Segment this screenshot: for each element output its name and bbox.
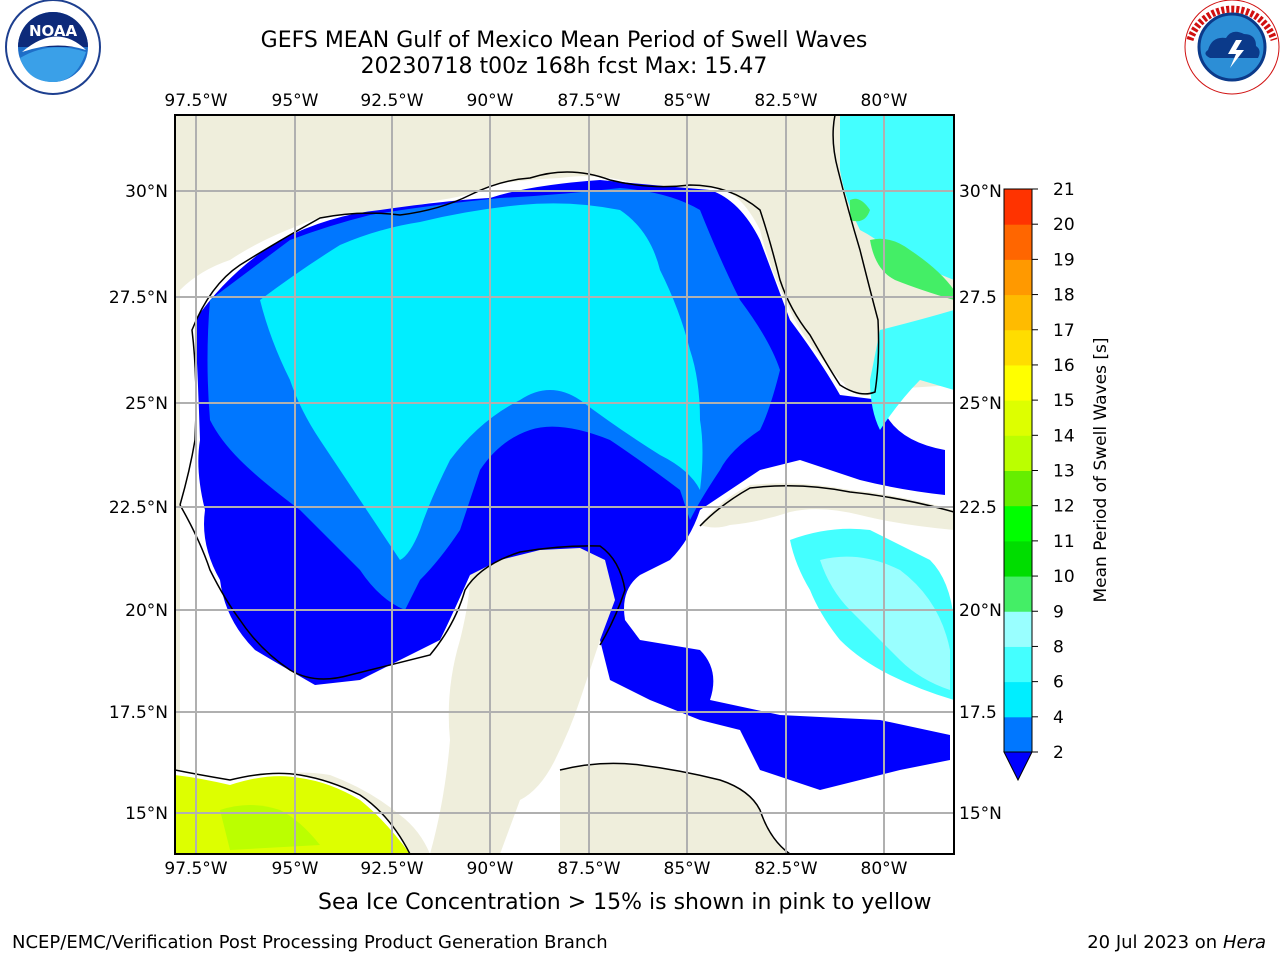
lat-label-right: 30°N	[959, 182, 1002, 202]
latitude-labels-left: 30°N 27.5°N 25°N 22.5°N 20°N 17.5°N 15°N	[109, 182, 168, 824]
lon-label-bottom: 82.5°W	[754, 859, 817, 879]
lon-label-bottom: 87.5°W	[557, 859, 620, 879]
lon-label-top: 82.5°W	[754, 91, 817, 111]
latitude-labels-right: 30°N 27.5 25°N 22.5 20°N 17.5 15°N	[959, 182, 1002, 824]
run-date-text: 20 Jul 2023 on	[1087, 932, 1218, 953]
chart-title: GEFS MEAN Gulf of Mexico Mean Period of …	[260, 28, 868, 53]
colorbar-tick-label: 4	[1053, 708, 1064, 728]
chart-subtitle: 20230718 t00z 168h fcst Max: 15.47	[360, 54, 768, 79]
lon-label-bottom: 80°W	[861, 859, 908, 879]
colorbar-segment	[1004, 681, 1032, 718]
colorbar-tick-label: 6	[1053, 673, 1064, 693]
colorbar-tick-label: 20	[1053, 215, 1075, 235]
colorbar-tick-label: 9	[1053, 602, 1064, 622]
noaa-logo: NOAA	[5, 0, 101, 95]
longitude-labels-bottom: 97.5°W 95°W 92.5°W 90°W 87.5°W 85°W 82.5…	[164, 859, 907, 879]
lat-label-left: 25°N	[125, 394, 168, 414]
lon-label-top: 92.5°W	[360, 91, 423, 111]
lon-label-top: 85°W	[664, 91, 711, 111]
colorbar-segment	[1004, 435, 1032, 471]
lon-label-bottom: 85°W	[664, 859, 711, 879]
map-plot-area	[175, 115, 954, 854]
lon-label-top: 80°W	[861, 91, 908, 111]
sea-ice-note: Sea Ice Concentration > 15% is shown in …	[318, 890, 932, 915]
lat-label-left: 27.5°N	[109, 288, 168, 308]
nws-logo	[1184, 0, 1280, 95]
colorbar: 2 4 6 8 9 10 11 12 13 14 15 16 17 18 19 20 21	[1003, 180, 1075, 782]
map-frame	[174, 114, 955, 855]
lon-label-top: 87.5°W	[557, 91, 620, 111]
lat-label-right: 27.5	[959, 288, 997, 308]
svg-text:NOAA: NOAA	[29, 22, 78, 40]
lat-label-right: 17.5	[959, 703, 997, 723]
lon-label-top: 97.5°W	[164, 91, 227, 111]
lon-label-bottom: 97.5°W	[164, 859, 227, 879]
colorbar-tick-label: 11	[1053, 532, 1075, 552]
lat-label-right: 25°N	[959, 394, 1002, 414]
colorbar-tick-label: 12	[1053, 497, 1075, 517]
colorbar-tick-label: 15	[1053, 391, 1075, 411]
colorbar-tick-label: 17	[1053, 321, 1075, 341]
colorbar-segment	[1004, 470, 1032, 507]
lat-label-right: 20°N	[959, 601, 1002, 621]
colorbar-segment	[1004, 505, 1032, 542]
lat-label-left: 30°N	[125, 182, 168, 202]
lat-label-right: 15°N	[959, 804, 1002, 824]
colorbar-tick-label: 10	[1053, 567, 1075, 587]
colorbar-tick-label: 18	[1053, 286, 1075, 306]
colorbar-segment	[1004, 611, 1032, 647]
longitude-labels-top: 97.5°W 95°W 92.5°W 90°W 87.5°W 85°W 82.5…	[164, 91, 907, 111]
colorbar-segment	[1004, 716, 1032, 753]
colorbar-tick-label: 13	[1053, 462, 1075, 482]
lon-label-top: 90°W	[467, 91, 514, 111]
colorbar-segment	[1004, 576, 1032, 612]
colorbar-segment	[1004, 224, 1032, 260]
colorbar-tick-label: 8	[1053, 637, 1064, 657]
colorbar-segment	[1004, 646, 1032, 683]
lat-label-right: 22.5	[959, 498, 997, 518]
colorbar-segment	[1004, 540, 1032, 577]
lat-label-left: 17.5°N	[109, 703, 168, 723]
lat-label-left: 15°N	[125, 804, 168, 824]
lon-label-bottom: 95°W	[272, 859, 319, 879]
colorbar-label: Mean Period of Swell Waves [s]	[1091, 338, 1111, 603]
colorbar-segment	[1004, 364, 1032, 401]
lat-label-left: 20°N	[125, 601, 168, 621]
colorbar-tick-label: 19	[1053, 250, 1075, 270]
credit-text: NCEP/EMC/Verification Post Processing Pr…	[12, 932, 608, 953]
colorbar-extend-arrow	[1003, 751, 1033, 782]
colorbar-segment	[1004, 189, 1032, 225]
colorbar-segment	[1004, 294, 1032, 331]
colorbar-segment	[1004, 259, 1032, 296]
colorbar-tick-label: 16	[1053, 356, 1075, 376]
lon-label-bottom: 92.5°W	[360, 859, 423, 879]
colorbar-tick-label: 21	[1053, 180, 1075, 200]
colorbar-segment	[1004, 400, 1032, 436]
colorbar-tick-label: 14	[1053, 426, 1075, 446]
lon-label-bottom: 90°W	[467, 859, 514, 879]
run-date: 20 Jul 2023 on Hera	[1087, 932, 1266, 953]
run-host: Hera	[1222, 932, 1266, 953]
lon-label-top: 95°W	[272, 91, 319, 111]
colorbar-tick-label: 2	[1053, 743, 1064, 763]
colorbar-segment	[1004, 329, 1032, 366]
lat-label-left: 22.5°N	[109, 498, 168, 518]
